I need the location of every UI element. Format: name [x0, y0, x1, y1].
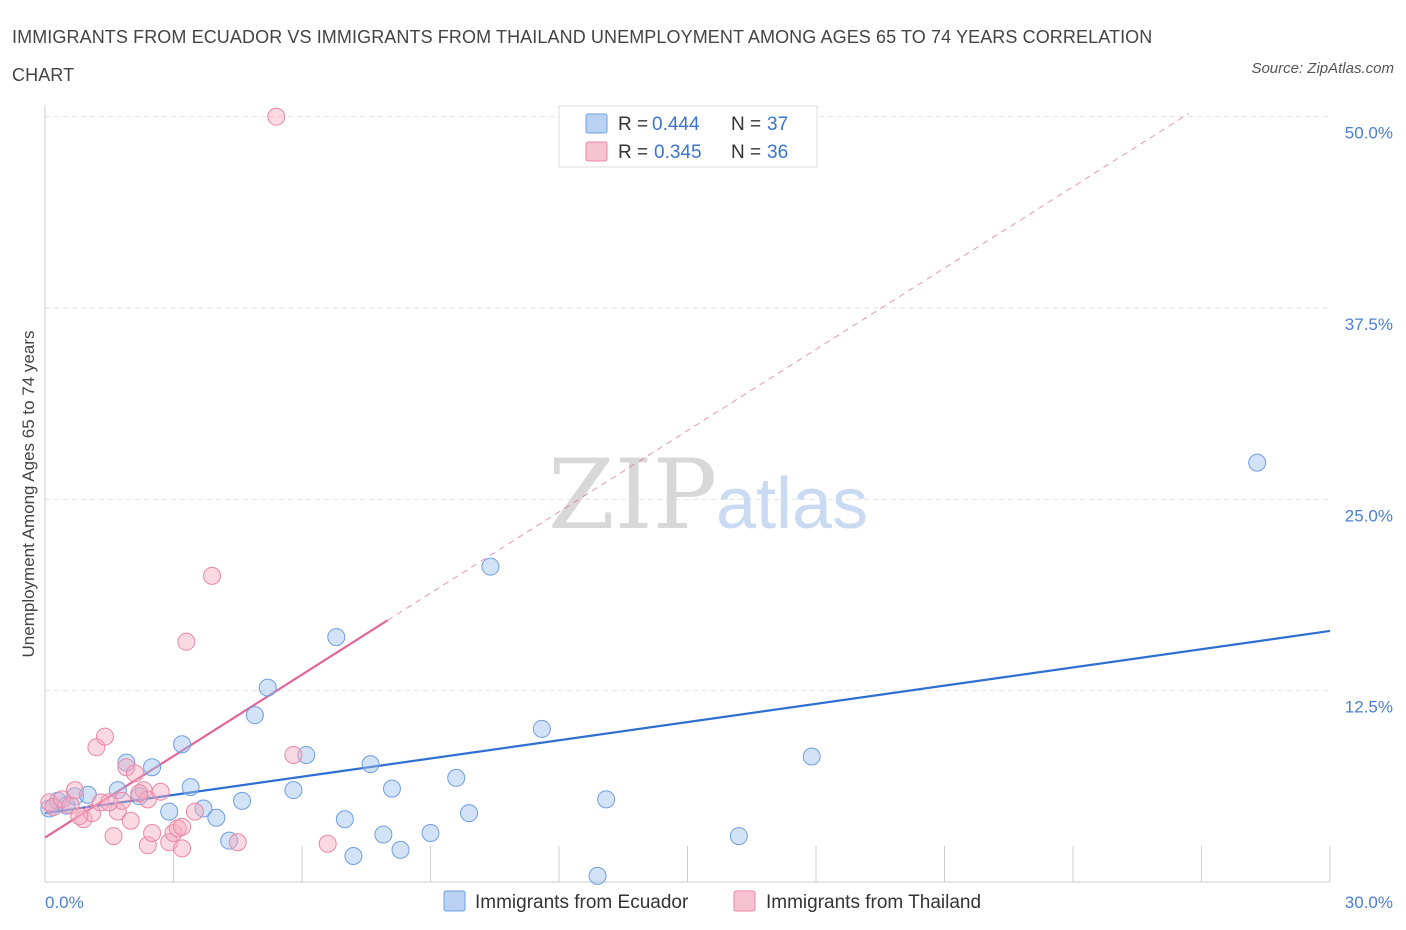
point-s1-32: [267, 107, 286, 126]
point-s1-9: [95, 727, 114, 746]
stats-legend-r-value-ecuador: 0.444: [652, 114, 700, 135]
point-s1-18: [138, 836, 157, 855]
point-s0-32: [588, 866, 607, 885]
legend-label-ecuador: Immigrants from Ecuador: [475, 892, 689, 913]
watermark: ZIP atlas: [548, 439, 868, 551]
stats-legend-n-value-ecuador: 37: [767, 114, 788, 135]
point-s0-35: [802, 747, 821, 766]
point-s1-10: [104, 827, 123, 846]
point-s0-36: [1248, 453, 1267, 472]
point-s1-24: [173, 817, 192, 836]
stats-legend-r-label-thailand: R =: [618, 142, 648, 163]
point-s0-18: [284, 781, 303, 800]
point-s0-25: [382, 779, 401, 798]
point-s0-34: [729, 827, 748, 846]
point-s0-9: [160, 802, 179, 821]
point-s0-27: [421, 824, 440, 843]
legend-swatch-ecuador: [443, 890, 466, 912]
watermark-zip: ZIP: [548, 439, 717, 551]
stats-legend-swatch-ecuador: [585, 113, 608, 134]
y-tick-label-0: 12.5%: [1345, 698, 1393, 717]
point-s0-31: [532, 719, 551, 738]
stats-legend-r-value-thailand: 0.345: [654, 142, 702, 163]
trend-line-0: [44, 629, 1331, 815]
point-s1-25: [173, 839, 192, 858]
point-s1-27: [185, 802, 204, 821]
point-s1-14: [121, 811, 140, 830]
chart-title: IMMIGRANTS FROM ECUADOR VS IMMIGRANTS FR…: [12, 27, 1153, 85]
stats-legend: R = 0.444 N = 37 R = 0.345 N = 36: [558, 105, 818, 168]
point-s0-24: [374, 825, 393, 844]
point-s1-26: [177, 632, 196, 651]
point-s1-19: [143, 824, 162, 843]
stats-legend-r-label-ecuador: R =: [618, 114, 648, 135]
point-s0-10: [173, 735, 192, 754]
data-points: [40, 107, 1267, 885]
point-s0-23: [361, 755, 380, 774]
x-tick-label-min: 0.0%: [45, 893, 84, 912]
point-s1-31: [318, 834, 337, 853]
point-s1-35: [130, 784, 149, 803]
point-s0-16: [245, 706, 264, 725]
point-s1-33: [100, 793, 119, 812]
stats-legend-n-value-thailand: 36: [767, 142, 788, 163]
point-s1-28: [203, 566, 222, 585]
y-tick-label-3: 50.0%: [1345, 124, 1393, 143]
point-s1-20: [151, 782, 170, 801]
point-s0-26: [391, 840, 410, 859]
trend-lines: [44, 113, 1331, 839]
point-s0-5: [108, 781, 127, 800]
point-s0-19: [297, 745, 316, 764]
legend-swatch-thailand: [733, 890, 756, 912]
point-s0-11: [181, 778, 200, 797]
point-s1-29: [228, 833, 247, 852]
stats-legend-swatch-thailand: [585, 141, 608, 162]
watermark-atlas: atlas: [716, 464, 868, 544]
point-s0-33: [597, 790, 616, 809]
point-s1-15: [125, 764, 144, 783]
trend-line-extension-1: [387, 113, 1189, 621]
point-s1-30: [284, 745, 303, 764]
legend-label-thailand: Immigrants from Thailand: [766, 892, 981, 913]
stats-legend-n-label-ecuador: N =: [731, 114, 761, 135]
y-axis-title: Unemployment Among Ages 65 to 74 years: [19, 331, 38, 658]
point-s0-15: [233, 791, 252, 810]
axes: [44, 105, 1331, 883]
trend-line-1: [44, 619, 389, 839]
grid-lines: [45, 116, 1330, 692]
y-tick-labels: 12.5% 25.0% 37.5% 50.0%: [1345, 124, 1393, 717]
point-s0-28: [447, 768, 466, 787]
point-s0-17: [258, 678, 277, 697]
point-s0-30: [481, 557, 500, 576]
point-s1-12: [113, 791, 132, 810]
point-s0-20: [327, 628, 346, 647]
point-s1-34: [70, 807, 89, 826]
point-s1-4: [65, 781, 84, 800]
y-tick-label-2: 37.5%: [1345, 315, 1393, 334]
stats-legend-n-label-thailand: N =: [731, 142, 761, 163]
point-s0-21: [335, 810, 354, 829]
point-s0-22: [344, 846, 363, 865]
point-s0-8: [143, 758, 162, 777]
x-tick-label-max: 30.0%: [1345, 893, 1393, 912]
y-tick-label-1: 25.0%: [1345, 506, 1393, 525]
chart-source: Source: ZipAtlas.com: [1251, 60, 1394, 77]
point-s0-29: [460, 804, 479, 823]
series-legend: Immigrants from Ecuador Immigrants from …: [443, 890, 981, 913]
point-s0-13: [207, 808, 226, 827]
